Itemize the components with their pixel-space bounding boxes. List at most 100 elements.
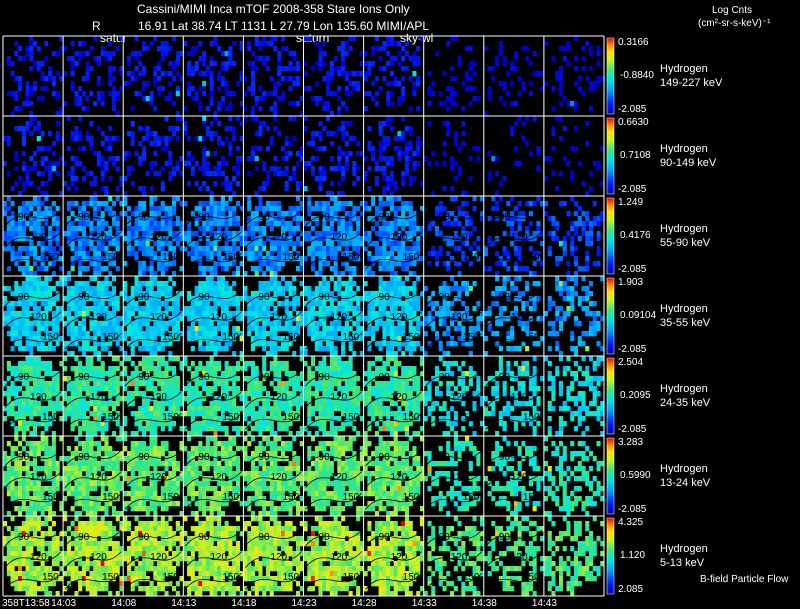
- contour-line: [245, 551, 302, 568]
- contour-label: 120: [331, 392, 348, 403]
- contour-line: [64, 231, 122, 248]
- contour-label: 120: [451, 232, 468, 243]
- contour-line: [124, 391, 182, 408]
- contour-label: 150: [42, 572, 59, 583]
- contour-line: [365, 551, 423, 568]
- contour-line: [485, 231, 543, 248]
- contour-line: [245, 572, 302, 590]
- contour-label: 90: [138, 292, 150, 303]
- contour-line: [365, 449, 423, 467]
- contour-label: 90: [138, 532, 150, 543]
- contour-label: 150: [463, 412, 480, 423]
- contour-line: [184, 231, 242, 248]
- contour-label: 90: [499, 372, 511, 383]
- contour-line: [365, 231, 423, 248]
- band-species-label: Hydrogen: [660, 143, 708, 155]
- time-tick-label: 14:03: [51, 598, 77, 609]
- contour-line: [4, 369, 62, 387]
- contour-label: 90: [439, 212, 451, 223]
- contour-line: [365, 412, 423, 430]
- contour-line: [64, 369, 122, 387]
- contour-label: 150: [343, 492, 360, 503]
- contour-line: [305, 332, 362, 350]
- contour-label: 150: [42, 332, 59, 343]
- contour-line: [365, 572, 423, 590]
- contour-label: 120: [331, 312, 348, 323]
- colorbar-max-label: 3.283: [618, 437, 644, 448]
- contour-label: 120: [511, 312, 528, 323]
- contour-line: [485, 471, 543, 488]
- contour-label: 90: [18, 212, 30, 223]
- contour-line: [245, 209, 302, 227]
- contour-label: 120: [511, 232, 528, 243]
- contour-label: 90: [319, 292, 331, 303]
- time-tick-label: 14:38: [471, 598, 497, 609]
- contour-label: 120: [451, 312, 468, 323]
- contour-label: 90: [18, 452, 30, 463]
- contour-line: [4, 572, 62, 590]
- contour-label: 90: [78, 212, 90, 223]
- colorbar-min-label: -2.085: [618, 264, 647, 275]
- contour-label: 120: [150, 312, 167, 323]
- contour-label: 150: [102, 492, 119, 503]
- contour-label: 90: [439, 292, 451, 303]
- contour-label: 120: [90, 312, 107, 323]
- contour-label: 120: [451, 552, 468, 563]
- contour-line: [64, 209, 122, 227]
- spectrogram-panel: [483, 41, 545, 117]
- band-energy-label: 55-90 keV: [660, 237, 711, 249]
- contour-label: 150: [162, 412, 179, 423]
- colorbar: [606, 277, 615, 355]
- contour-line: [245, 332, 302, 350]
- contour-line: [305, 391, 362, 408]
- contour-line: [64, 252, 122, 270]
- contour-label: 90: [439, 452, 451, 463]
- contour-line: [365, 252, 423, 270]
- spectrogram-panel: [543, 36, 605, 112]
- colorbar: [606, 357, 615, 435]
- colorbar-mid-label: 0.7108: [620, 150, 651, 161]
- spectrogram-panel: [427, 36, 481, 112]
- band-species-label: Hydrogen: [660, 463, 708, 475]
- contour-label: 90: [499, 212, 511, 223]
- contour-line: [124, 529, 182, 547]
- contour-line: [485, 332, 543, 350]
- contour-label: 150: [343, 572, 360, 583]
- contour-line: [305, 572, 362, 590]
- contour-label: 90: [499, 292, 511, 303]
- time-tick-label: 14:13: [171, 598, 197, 609]
- contour-label: 120: [451, 392, 468, 403]
- contour-label: 150: [523, 332, 540, 343]
- contour-line: [184, 369, 242, 387]
- contour-label: 90: [439, 532, 451, 543]
- contour-label: 90: [258, 372, 270, 383]
- contour-line: [305, 412, 362, 430]
- contour-label: 120: [210, 312, 227, 323]
- contour-label: 120: [391, 312, 408, 323]
- contour-line: [4, 209, 62, 227]
- contour-label: 90: [138, 212, 150, 223]
- contour-line: [485, 551, 543, 568]
- contour-line: [124, 289, 182, 307]
- contour-line: [305, 449, 362, 467]
- contour-line: [425, 311, 483, 328]
- contour-line: [124, 572, 182, 590]
- spectrogram-panel: [543, 116, 605, 197]
- contour-line: [4, 412, 62, 430]
- colorbar: [606, 37, 615, 115]
- contour-label: 150: [42, 412, 59, 423]
- contour-label: 120: [90, 552, 107, 563]
- contour-line: [425, 529, 483, 547]
- contour-label: 150: [403, 412, 420, 423]
- contour-line: [485, 412, 543, 430]
- contour-line: [365, 311, 423, 328]
- contour-line: [485, 369, 543, 387]
- contour-label: 150: [222, 572, 239, 583]
- contour-label: 120: [150, 472, 167, 483]
